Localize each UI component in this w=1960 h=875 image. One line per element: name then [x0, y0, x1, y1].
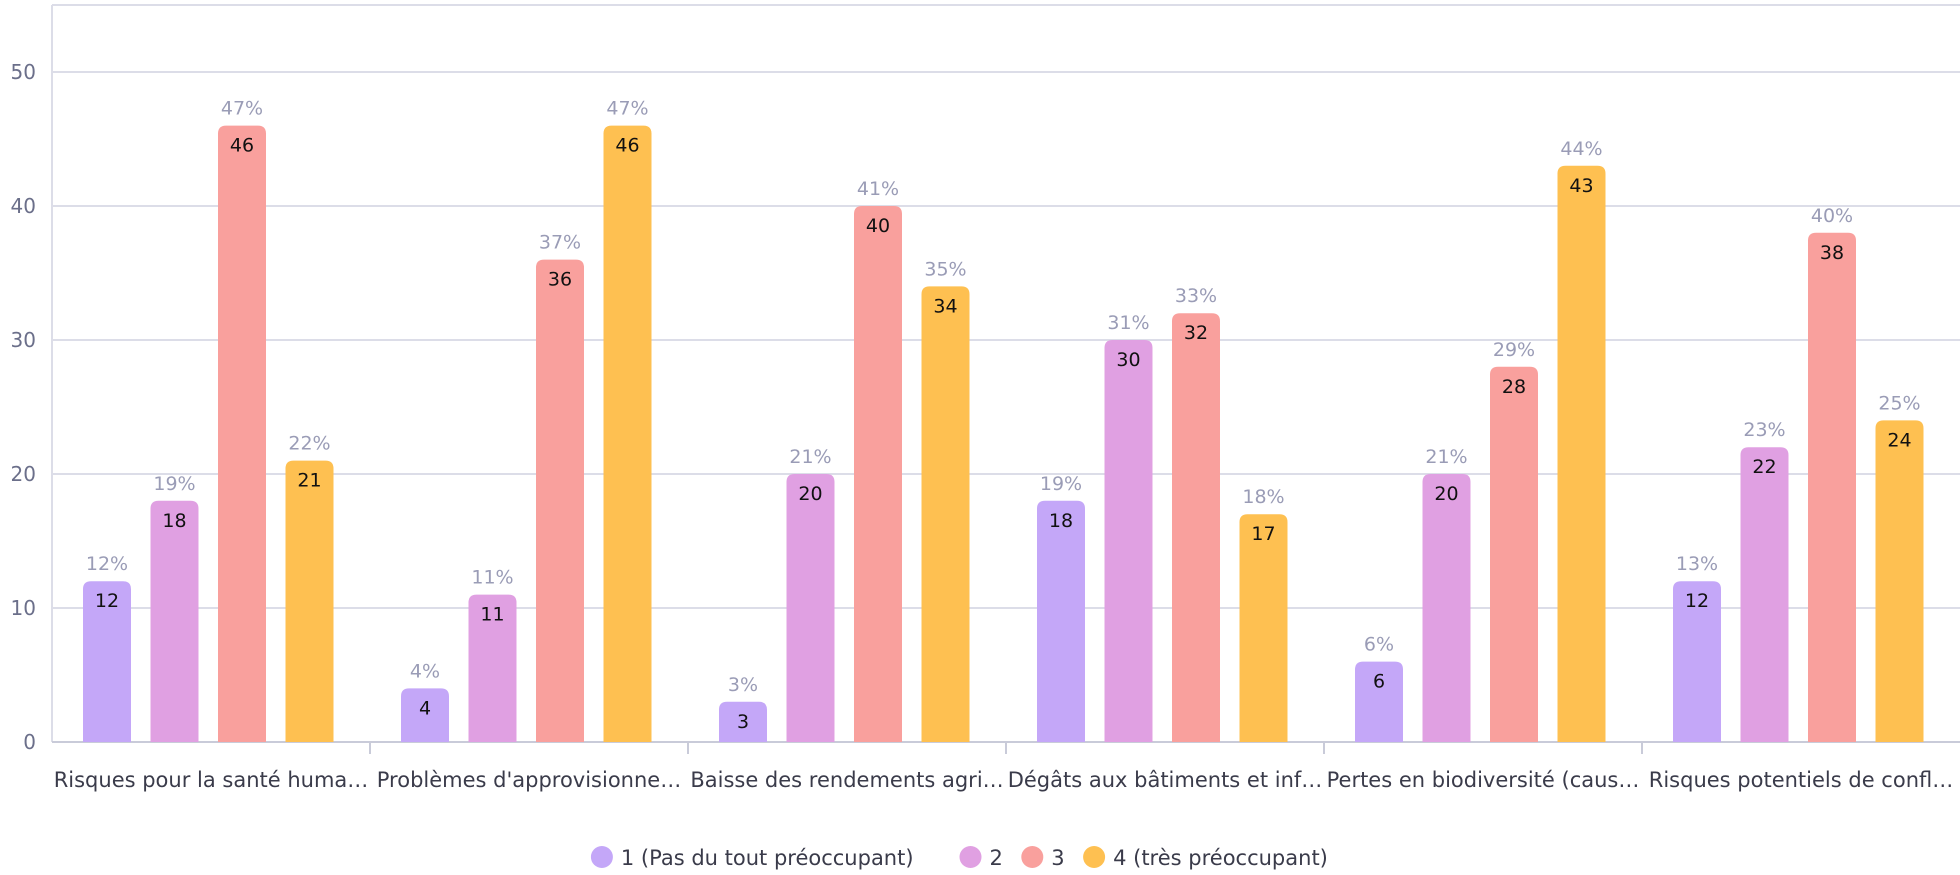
bar[interactable] [1808, 232, 1856, 743]
percent-label: 6% [1364, 634, 1394, 656]
bar[interactable] [921, 286, 970, 742]
y-tick-label: 0 [23, 730, 36, 754]
value-label: 3 [737, 711, 749, 733]
value-label: 20 [798, 483, 822, 505]
value-label: 46 [615, 135, 639, 157]
bar[interactable] [285, 460, 334, 742]
bar[interactable] [468, 594, 517, 742]
value-label: 18 [1049, 510, 1073, 532]
percent-label: 41% [857, 178, 899, 200]
percent-label: 44% [1560, 138, 1602, 160]
bar[interactable] [603, 125, 652, 743]
bar[interactable] [83, 581, 131, 742]
bar[interactable] [1037, 500, 1085, 742]
value-label: 12 [95, 590, 119, 612]
value-label: 40 [866, 215, 890, 237]
value-label: 18 [162, 510, 186, 532]
x-tick-label: Problèmes d'approvisionne… [377, 768, 681, 792]
legend-swatch[interactable] [590, 846, 613, 868]
value-label: 38 [1820, 242, 1844, 264]
value-label: 28 [1502, 376, 1526, 398]
x-tick-label: Baisse des rendements agri… [690, 768, 1003, 792]
bar[interactable] [1172, 313, 1220, 742]
legend-swatch[interactable] [1083, 846, 1106, 868]
value-label: 24 [1887, 429, 1911, 451]
x-tick-label: Risques pour la santé huma… [54, 768, 369, 792]
percent-label: 47% [606, 98, 648, 120]
bars: 12%1219%1847%4622%214%411%1137%3647%463%… [83, 98, 1924, 743]
y-tick-label: 20 [11, 462, 36, 486]
bar[interactable] [1557, 165, 1606, 743]
value-label: 6 [1373, 671, 1385, 693]
bar[interactable] [1875, 420, 1924, 742]
y-axis: 0 10 20 30 40 50 [11, 60, 36, 754]
bar[interactable] [1239, 514, 1288, 742]
bar[interactable] [218, 125, 266, 743]
value-label: 30 [1116, 349, 1140, 371]
percent-label: 37% [539, 232, 581, 254]
legend-label[interactable]: 1 (Pas du tout préoccupant) [621, 846, 914, 870]
percent-label: 29% [1493, 339, 1535, 361]
bar[interactable] [1490, 366, 1538, 742]
value-label: 36 [548, 269, 572, 291]
percent-label: 21% [789, 446, 831, 468]
legend-swatch[interactable] [1021, 846, 1044, 868]
bar[interactable] [719, 701, 767, 742]
percent-label: 25% [1878, 392, 1920, 414]
y-tick-label: 30 [11, 328, 36, 352]
legend: 1 (Pas du tout préoccupant) 2 3 4 (très pré… [590, 846, 1328, 870]
percent-label: 40% [1811, 205, 1853, 227]
value-label: 32 [1184, 322, 1208, 344]
x-axis: Risques pour la santé huma… Problèmes d'a… [54, 742, 1953, 792]
legend-label[interactable]: 2 [990, 846, 1003, 870]
bar[interactable] [1422, 474, 1471, 742]
bar[interactable] [854, 206, 902, 742]
legend-label[interactable]: 3 [1051, 846, 1064, 870]
x-tick-label: Risques potentiels de confl… [1649, 768, 1953, 792]
percent-label: 22% [288, 433, 330, 455]
value-label: 21 [297, 470, 321, 492]
legend-label[interactable]: 4 (très préoccupant) [1113, 846, 1328, 870]
percent-label: 31% [1107, 312, 1149, 334]
bar[interactable] [786, 474, 835, 742]
percent-label: 11% [471, 567, 513, 589]
bar[interactable] [1673, 581, 1721, 742]
bar[interactable] [536, 259, 584, 742]
percent-label: 13% [1676, 553, 1718, 575]
x-tick-label: Dégâts aux bâtiments et inf… [1008, 768, 1323, 792]
bar[interactable] [1355, 661, 1403, 742]
percent-label: 3% [728, 674, 758, 696]
x-tick-label: Pertes en biodiversité (caus… [1327, 768, 1640, 792]
value-label: 22 [1752, 456, 1776, 478]
percent-label: 19% [153, 473, 195, 495]
value-label: 20 [1434, 483, 1458, 505]
value-label: 46 [230, 135, 254, 157]
percent-label: 18% [1242, 486, 1284, 508]
percent-label: 35% [924, 258, 966, 280]
value-label: 34 [933, 295, 957, 317]
percent-label: 12% [86, 553, 128, 575]
value-label: 12 [1685, 590, 1709, 612]
value-label: 17 [1251, 523, 1275, 545]
bar[interactable] [1740, 447, 1789, 742]
percent-label: 21% [1425, 446, 1467, 468]
bar[interactable] [401, 688, 449, 742]
percent-label: 47% [221, 98, 263, 120]
percent-label: 19% [1040, 473, 1082, 495]
percent-label: 33% [1175, 285, 1217, 307]
percent-label: 23% [1743, 419, 1785, 441]
value-label: 4 [419, 697, 431, 719]
value-label: 11 [480, 604, 504, 626]
y-tick-label: 40 [11, 194, 36, 218]
bar[interactable] [1104, 340, 1153, 742]
value-label: 43 [1569, 175, 1593, 197]
y-tick-label: 50 [11, 60, 36, 84]
y-tick-label: 10 [11, 596, 36, 620]
bar[interactable] [150, 500, 199, 742]
percent-label: 4% [410, 660, 440, 682]
legend-swatch[interactable] [959, 846, 982, 868]
